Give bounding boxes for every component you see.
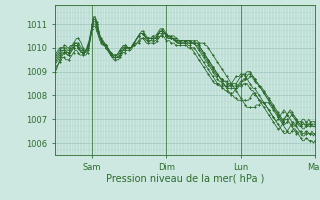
X-axis label: Pression niveau de la mer( hPa ): Pression niveau de la mer( hPa ) [106,173,264,183]
